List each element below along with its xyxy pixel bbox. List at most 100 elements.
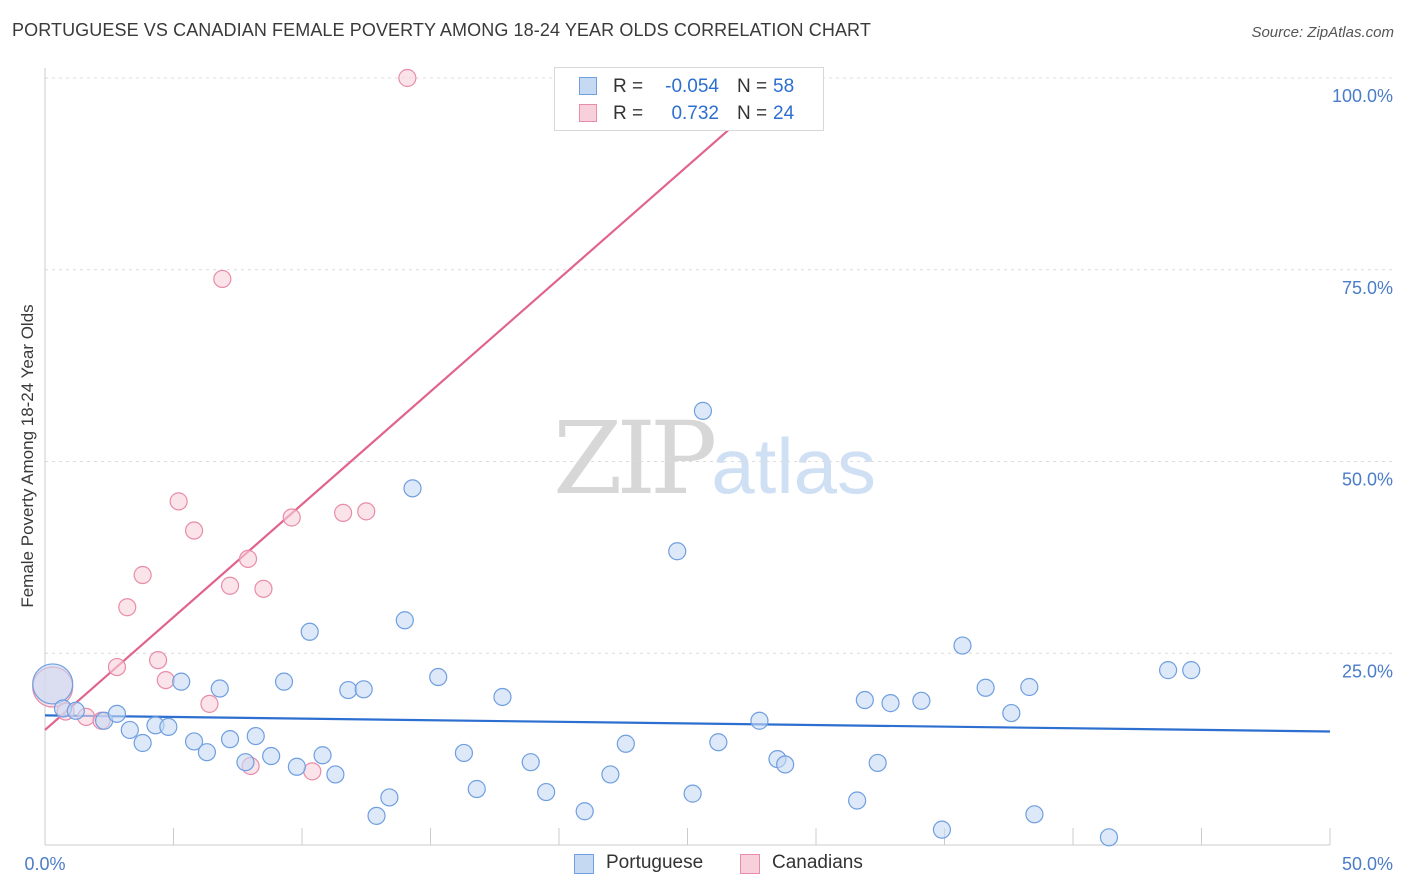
canadians-point [184,521,204,540]
portuguese-point [616,734,635,753]
portuguese-point [693,401,713,420]
legend-r-label: R = [613,76,644,97]
portuguese-point [1182,661,1201,680]
legend-n-label: N = [737,76,768,97]
portuguese-swatch [579,77,597,95]
portuguese-point [107,704,127,723]
y-tick-label: 50.0% [1342,470,1393,490]
legend-n-label: N = [737,103,768,124]
data-points [32,68,1201,847]
portuguese-point [246,726,265,746]
canadians-point [118,598,137,617]
canadians-point [220,576,240,595]
portuguese-point [133,733,152,753]
y-tick-label: 100.0% [1332,86,1393,106]
canadians-point [148,651,168,670]
y-tick-label: 75.0% [1342,278,1393,298]
portuguese-point [300,622,319,641]
portuguese-point [380,788,399,807]
canadians-point [156,670,175,690]
canadians-trend-line [44,77,789,731]
portuguese-point [262,746,281,766]
trend-lines [44,77,1331,733]
legend-r-value: 0.732 [671,103,719,124]
portuguese-point [66,701,85,720]
stats-legend: R = -0.054 N = 58 R = 0.732 N = 24 [554,67,824,131]
portuguese-point [881,694,900,713]
portuguese-legend-label: Portuguese [606,852,704,873]
portuguese-point [855,690,874,710]
canadians-point [357,502,376,521]
portuguese-point [403,479,422,498]
canadians-point [169,492,188,511]
portuguese-point [848,791,867,810]
watermark-zip: ZIP [553,400,717,517]
portuguese-point [868,753,887,773]
canadians-point [282,508,301,527]
portuguese-point [668,542,687,561]
watermark: ZIPatlas [553,400,876,517]
portuguese-point [601,765,620,784]
portuguese-point [32,663,74,705]
portuguese-point [172,672,191,691]
legend-n-value: 24 [773,103,795,124]
portuguese-point [339,680,358,700]
canadians-point [200,694,219,713]
portuguese-point [575,802,594,821]
portuguese-point [395,611,414,630]
chart-title: PORTUGUESE VS CANADIAN FEMALE POVERTY AM… [12,20,871,40]
portuguese-point [210,679,229,698]
x-tick-label: 50.0% [1342,854,1393,874]
source-credit: Source: ZipAtlas.com [1251,24,1394,41]
portuguese-point [467,779,486,799]
canadians-point [254,579,273,598]
portuguese-point [953,636,972,655]
legend-r-label: R = [613,103,644,124]
canadians-point [238,549,258,569]
portuguese-point [120,720,139,740]
portuguese-point [220,730,240,749]
portuguese-point [1002,703,1021,723]
tick-labels: 25.0% 50.0% 75.0% 100.0% 0.0% 50.0% [24,86,1393,874]
portuguese-point [750,711,769,730]
portuguese-point [932,820,952,839]
portuguese-legend-swatch [574,854,594,874]
portuguese-point [184,732,204,751]
portuguese-point [493,687,512,707]
canadians-swatch [579,104,597,122]
portuguese-point [709,733,728,752]
canadians-point [398,68,417,88]
canadians-point [213,269,232,289]
watermark-atlas: atlas [711,422,877,510]
canadians-point [334,503,353,522]
canadians-point [133,565,152,585]
portuguese-point [429,667,448,687]
portuguese-point [197,743,217,762]
portuguese-point [912,691,931,710]
portuguese-point [776,755,795,774]
canadians-point [107,657,127,677]
portuguese-point [1158,661,1178,680]
portuguese-point [976,678,995,697]
portuguese-point [1099,828,1119,847]
portuguese-point [354,680,373,699]
portuguese-point [1025,805,1044,824]
portuguese-point [683,784,702,803]
portuguese-point [521,753,540,772]
legend-n-value: 58 [773,76,795,97]
portuguese-point [326,765,345,784]
canadians-legend-swatch [740,854,760,874]
portuguese-point [236,753,255,772]
portuguese-point [537,782,556,802]
portuguese-point [287,757,306,776]
portuguese-point [454,743,474,763]
portuguese-point [159,717,178,736]
canadians-point [303,762,322,781]
y-tick-label: 25.0% [1342,661,1393,681]
portuguese-point [313,746,332,765]
legend-r-value: -0.054 [665,76,719,97]
portuguese-point [274,672,294,691]
portuguese-trend-line [44,714,1331,733]
portuguese-point [1020,677,1039,697]
